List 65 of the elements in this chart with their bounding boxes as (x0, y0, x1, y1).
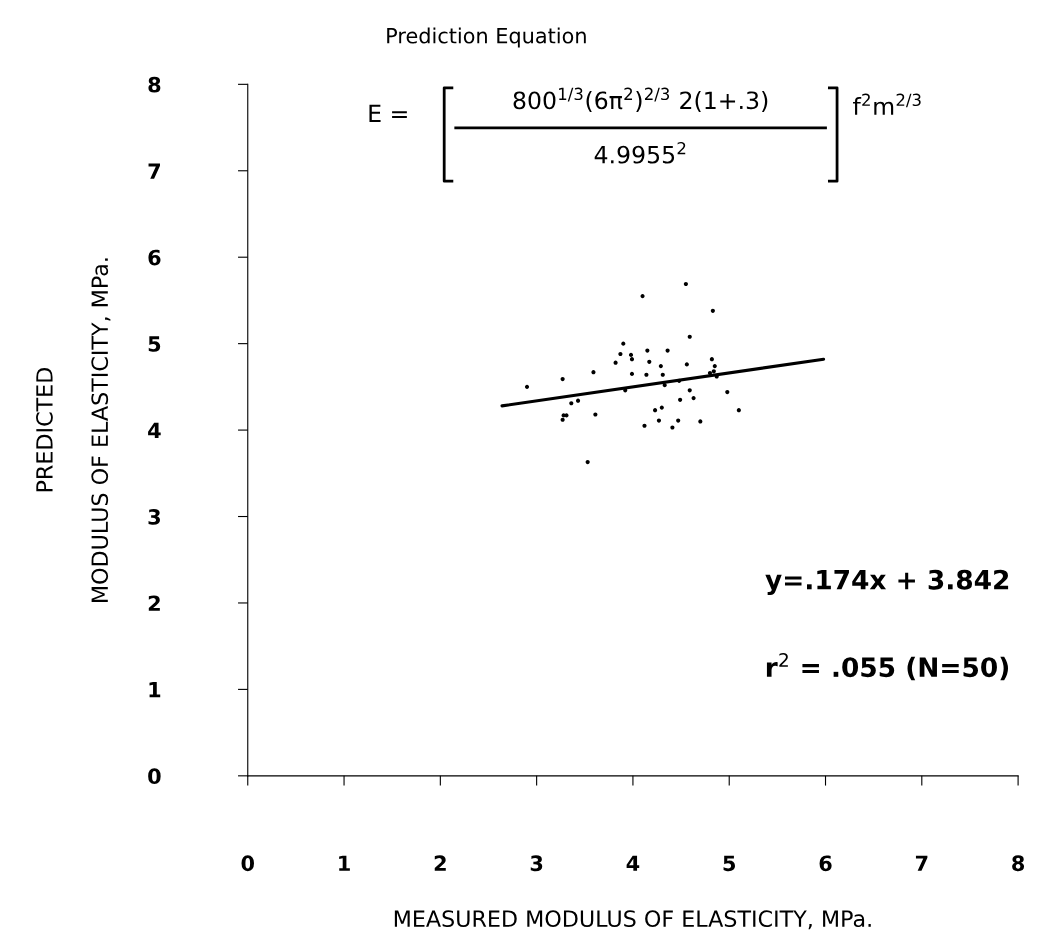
point (712, 364, 717, 369)
annotation: f$^{2}$m$^{2/3}$ (853, 93, 921, 115)
x-axis-title: MEASURED MODULUS OF ELASTICITY, MPa. (394, 910, 871, 930)
annotation: 800$^{1/3}$(6π$^{2}$)$^{2/3}$ 2(1+.3) (513, 87, 768, 113)
y-tick-label: 8 (148, 76, 161, 93)
y-tick-label: 3 (148, 508, 160, 525)
point (711, 369, 716, 374)
point (640, 294, 645, 299)
y-tick-label: 1 (149, 682, 161, 698)
point (569, 401, 574, 406)
x-tick-label: 8 (1012, 855, 1025, 872)
y-tick-label: 2 (148, 595, 160, 611)
point (707, 370, 713, 376)
y-tick-label: 4 (148, 422, 161, 438)
chart-title: Prediction Equation (387, 27, 586, 48)
x-tick-label: 7 (915, 855, 928, 871)
point (676, 418, 681, 423)
annotation: 4.9955$^{2}$ (594, 141, 686, 164)
point (687, 334, 692, 339)
point (709, 357, 714, 362)
point (628, 352, 634, 357)
x-tick-label: 5 (723, 855, 736, 872)
point (656, 418, 662, 423)
x-tick-label: 0 (241, 855, 255, 872)
annotation: y=.174x + 3.842 (765, 569, 1009, 595)
point (647, 359, 652, 364)
y-tick-label: 5 (148, 336, 161, 352)
point (623, 388, 628, 393)
point (710, 308, 715, 313)
point (660, 372, 665, 377)
annotation: r$^{2}$ = .055 (N=50) (766, 653, 1009, 681)
point (736, 408, 741, 413)
point (658, 364, 663, 369)
point (678, 397, 683, 402)
point (621, 341, 626, 346)
x-tick-label: 2 (434, 855, 446, 871)
point (677, 378, 682, 383)
point (524, 384, 530, 389)
point (691, 396, 696, 401)
point (687, 388, 692, 393)
point (629, 357, 635, 362)
point (644, 372, 649, 377)
point (725, 389, 730, 395)
x-tick-label: 3 (530, 855, 543, 872)
text: PREDICTED MODULUS OF ELASTICITY, MPa. (36, 258, 111, 602)
point (618, 351, 623, 357)
point (585, 459, 590, 465)
x-tick-label: 1 (339, 855, 350, 871)
point (629, 371, 635, 376)
point (684, 362, 689, 367)
point (683, 281, 688, 287)
point (560, 377, 565, 382)
point (575, 398, 581, 403)
point (662, 383, 667, 388)
point (591, 370, 596, 375)
y-tick-label: 7 (148, 163, 160, 179)
y-tick-label: 0 (148, 768, 161, 785)
point (659, 405, 664, 410)
point (652, 408, 658, 413)
x-tick-label: 6 (819, 855, 832, 872)
x-tick-label: 4 (626, 855, 640, 871)
y-tick-label: 6 (148, 249, 161, 266)
point (642, 423, 647, 428)
point (560, 417, 565, 422)
annotation: E = (369, 104, 407, 122)
